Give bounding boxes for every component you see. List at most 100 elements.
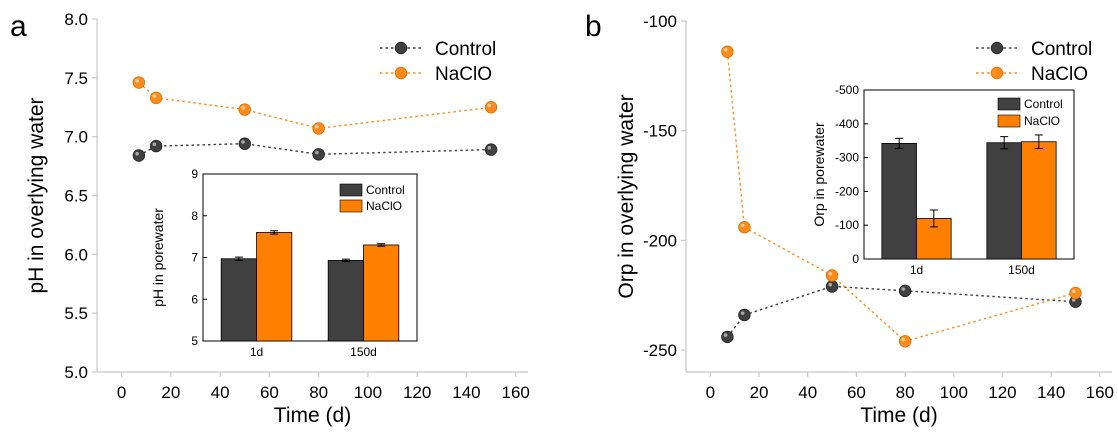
panel-label: b	[585, 10, 602, 43]
data-point-highlight	[135, 151, 139, 156]
data-point-highlight	[828, 282, 833, 287]
x-tick-label: 140	[1037, 383, 1065, 402]
data-point-highlight	[487, 103, 492, 108]
series-line-control	[138, 142, 492, 157]
x-axis-label: Time (d)	[274, 404, 351, 427]
inset-legend-swatch	[339, 199, 363, 213]
x-tick-label: 80	[309, 383, 328, 402]
data-point	[825, 280, 839, 293]
data-point	[898, 335, 912, 348]
panel-a: a 5.0 5.5 6.0 6.5 7.0 7.5 8.0 0 20 40 60 80 100 120 140…	[10, 10, 530, 427]
y-tick-label: 6.0	[64, 245, 88, 264]
inset-y-tick-label: 7	[191, 251, 198, 265]
inset-bar	[327, 260, 364, 342]
inset-legend-swatch	[997, 97, 1021, 111]
data-point-highlight	[487, 146, 492, 150]
x-tick-label: 0	[706, 383, 715, 402]
legend-label: NaClO	[1031, 64, 1088, 85]
x-tick-label: 40	[211, 383, 230, 402]
data-point	[238, 103, 251, 116]
data-point-highlight	[152, 142, 157, 147]
series-line-control	[726, 285, 1076, 338]
data-point-highlight	[723, 333, 728, 337]
inset-x-tick-label: 150d	[350, 345, 377, 359]
x-tick-label: 100	[940, 383, 968, 402]
data-point-highlight	[135, 78, 139, 83]
legend-marker	[394, 41, 408, 55]
data-point	[312, 122, 325, 135]
inset-bar	[220, 258, 257, 342]
inset-legend-label: Control	[366, 183, 405, 197]
y-axis-label: pH in overlying water	[25, 97, 48, 293]
x-tick-label: 120	[403, 383, 431, 402]
legend-marker	[394, 66, 408, 80]
inset-legend-label: Control	[1024, 97, 1063, 111]
legend-label: Control	[1031, 39, 1092, 60]
legend-marker	[990, 41, 1004, 55]
inset-y-tick-label: -200	[835, 184, 859, 198]
inset-y-tick-label: -500	[835, 83, 859, 97]
x-tick-label: 160	[501, 383, 529, 402]
inset-y-tick-label: 6	[191, 292, 198, 306]
panel-b: b -250 -200 -150 -100 0 20 40 60 80 100 120 140 160 Ti…	[585, 10, 1114, 427]
data-point-highlight	[241, 140, 245, 144]
inset-y-axis-label: Orp in porewater	[811, 122, 827, 227]
data-point-highlight	[740, 311, 745, 315]
x-tick-label: 120	[988, 383, 1016, 402]
y-tick-label: 8.0	[64, 10, 88, 29]
inset-bar	[986, 142, 1022, 260]
inset-bar	[256, 232, 293, 342]
inset-y-tick-label: 9	[191, 167, 198, 181]
inset-bar	[363, 244, 400, 342]
data-point-highlight	[828, 271, 833, 276]
inset-x-tick-label: 1d	[250, 345, 263, 359]
data-point	[738, 308, 751, 322]
inset-x-tick-label: 1d	[910, 263, 923, 277]
data-point-highlight	[315, 124, 319, 129]
y-tick-label: -150	[643, 122, 677, 141]
inset-legend-swatch	[339, 183, 363, 197]
legend-label: NaClO	[435, 64, 492, 85]
inset-y-tick-label: -300	[835, 151, 859, 165]
x-tick-label: 20	[750, 383, 769, 402]
data-point	[149, 139, 163, 153]
data-point	[721, 330, 734, 344]
panel-label: a	[10, 10, 27, 43]
x-tick-label: 100	[354, 383, 382, 402]
data-point	[132, 149, 146, 162]
x-tick-label: 60	[847, 383, 866, 402]
inset-legend-label: NaClO	[366, 199, 402, 213]
data-point-highlight	[740, 223, 745, 228]
x-tick-label: 0	[117, 383, 126, 402]
x-tick-label: 60	[260, 383, 279, 402]
inset-bar	[881, 143, 917, 260]
data-point	[738, 221, 751, 234]
data-point	[484, 101, 498, 114]
inset-y-axis-label: pH in porewater	[150, 208, 166, 307]
series-line-naclo	[138, 81, 492, 130]
inset-y-tick-label: -400	[835, 117, 859, 131]
data-point	[721, 45, 734, 58]
x-axis-label: Time (d)	[860, 404, 937, 427]
x-tick-label: 160	[1086, 383, 1114, 402]
y-tick-label: -250	[643, 341, 677, 360]
data-point	[825, 269, 839, 282]
x-tick-label: 140	[452, 383, 480, 402]
x-tick-label: 80	[896, 383, 915, 402]
inset-bar-chart: 0 -100 -200 -300 -400 -500 1d 150d Orp in porewa…	[811, 83, 1075, 277]
inset-legend-label: NaClO	[1024, 114, 1060, 128]
y-tick-label: 5.0	[64, 363, 88, 382]
data-point-highlight	[901, 287, 906, 291]
data-point	[312, 148, 325, 161]
data-point	[898, 284, 912, 298]
data-point	[1069, 286, 1082, 300]
y-tick-label: -100	[643, 12, 677, 31]
inset-y-tick-label: 5	[191, 334, 198, 348]
legend-label: Control	[435, 39, 496, 60]
data-point-highlight	[315, 150, 319, 155]
inset-y-tick-label: 8	[191, 209, 198, 223]
inset-y-tick-label: 0	[852, 252, 859, 266]
y-tick-label: -200	[643, 231, 677, 250]
data-point	[238, 137, 251, 150]
